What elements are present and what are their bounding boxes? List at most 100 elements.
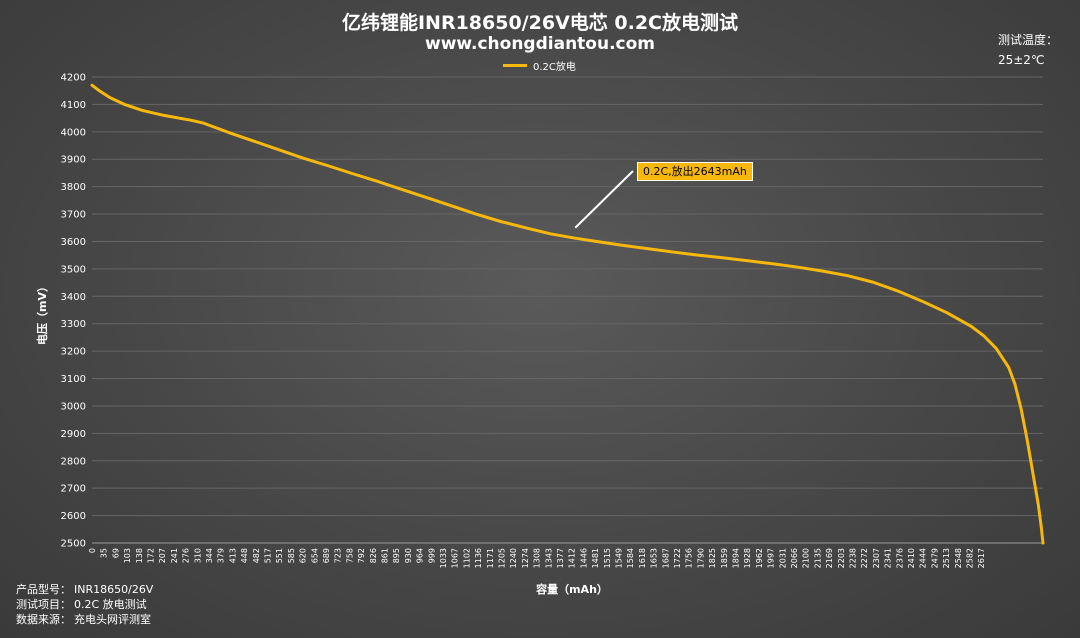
x-tick-label: 895 [392,548,401,563]
temperature-label: 测试温度： [997,33,1058,47]
y-tick-label: 2500 [61,539,86,550]
x-tick-label: 551 [275,548,284,563]
info-value: INR18650/26V [74,583,154,596]
x-tick-label: 2341 [884,548,893,568]
x-tick-label: 2376 [895,548,904,568]
test-info: 产品型号： INR18650/26V 测试项目： 0.2C 放电测试 数据来源： 充电… [16,582,153,627]
x-tick-label: 35 [100,548,109,558]
chart-subtitle: www.chongdiantou.com [424,34,656,54]
y-axis-label: 电压（mV） [35,281,49,345]
x-tick-label: 2272 [860,548,869,568]
info-key: 产品型号： [16,583,71,596]
x-tick-label: 1136 [474,548,483,568]
series-line-0.2C [90,83,1045,545]
x-tick-label: 103 [123,548,132,563]
chart-grid [92,76,1043,544]
x-tick-label: 861 [381,548,390,563]
info-key: 测试项目： [16,598,71,611]
x-tick-label: 1825 [708,548,717,568]
x-tick-label: 1412 [568,548,577,568]
x-tick-label: 1584 [626,548,635,568]
x-tick-label: 2203 [837,548,846,568]
x-tick-label: 1894 [732,548,741,568]
x-tick-label: 723 [334,548,343,563]
x-tick-label: 344 [205,548,214,563]
x-tick-label: 1549 [615,548,624,568]
x-tick-label: 2548 [954,548,963,568]
y-tick-label: 3300 [61,319,86,330]
x-tick-label: 1618 [638,548,647,568]
x-tick-label: 1653 [650,548,659,568]
x-tick-label: 310 [193,548,202,563]
x-tick-label: 2169 [825,548,834,568]
x-axis-label: 容量（mAh） [535,582,608,596]
y-tick-label: 4000 [61,127,86,138]
info-row-test: 测试项目： 0.2C 放电测试 [16,597,153,612]
x-tick-label: 413 [228,548,237,563]
x-tick-label: 1240 [509,548,518,568]
x-tick-label: 2513 [942,548,951,568]
x-tick-label: 930 [404,548,413,563]
x-tick-label: 1102 [462,548,471,568]
y-tick-label: 3900 [61,155,86,166]
y-tick-label: 4100 [61,100,86,111]
y-tick-label: 3000 [61,401,86,412]
y-tick-label: 4200 [61,73,86,84]
x-tick-label: 585 [287,548,296,563]
info-row-source: 数据来源： 充电头网评测室 [16,612,153,627]
y-tick-label: 3100 [61,374,86,385]
y-tick-label: 3500 [61,264,86,275]
x-tick-label: 758 [345,548,354,563]
x-tick-label: 2307 [872,548,881,568]
x-tick-label: 1928 [743,548,752,568]
x-tick-label: 2135 [813,548,822,568]
y-tick-label: 3800 [61,182,86,193]
x-tick-label: 517 [264,548,273,563]
x-tick-label: 1343 [544,548,553,568]
legend-swatch [503,64,527,67]
legend-label: 0.2C放电 [533,62,576,73]
x-tick-label: 2582 [966,548,975,568]
x-tick-label: 1067 [451,548,460,568]
chart-legend: 0.2C放电 [503,58,576,73]
x-tick-label: 1377 [556,548,565,568]
info-row-model: 产品型号： INR18650/26V [16,582,153,597]
annotation-leader-line [574,170,634,229]
info-key: 数据来源： [16,613,71,626]
x-tick-label: 172 [147,548,156,563]
annotation-label: 0.2C,放出2643mAh [637,162,753,181]
temperature-info: 测试温度： 25±2℃ [998,30,1058,70]
x-tick-label: 964 [416,548,425,563]
x-tick-label: 2066 [790,548,799,568]
x-tick-label: 1171 [486,548,495,568]
x-tick-label: 2444 [919,548,928,568]
x-tick-label: 482 [252,548,261,563]
x-tick-label: 1274 [521,548,530,568]
x-tick-label: 138 [135,548,144,563]
x-tick-label: 620 [299,548,308,563]
y-tick-label: 2900 [61,429,86,440]
x-tick-label: 1446 [579,548,588,568]
x-tick-label: 207 [158,548,167,563]
x-tick-label: 379 [217,548,226,563]
x-tick-label: 0 [88,548,97,553]
y-tick-labels: 2500 2600 2700 2800 2900 3000 3100 3200 3300 3400… [61,73,86,550]
x-tick-label: 689 [322,548,331,563]
y-tick-label: 3400 [61,292,86,303]
x-tick-label: 241 [170,548,179,563]
info-value: 0.2C 放电测试 [74,598,147,611]
x-tick-labels: 0 35 69 103 138 172 207 241 276 310 344 379 413 448 48… [88,548,986,568]
info-value: 充电头网评测室 [74,613,151,626]
x-tick-label: 1962 [755,548,764,568]
x-tick-label: 999 [427,548,436,563]
y-tick-label: 2800 [61,456,86,467]
x-tick-label: 1308 [533,548,542,568]
y-tick-label: 3200 [61,347,86,358]
x-tick-label: 2617 [977,548,986,568]
y-tick-label: 3700 [61,210,86,221]
x-tick-label: 1997 [767,548,776,568]
x-tick-label: 1859 [720,548,729,568]
y-tick-label: 3600 [61,237,86,248]
x-tick-label: 2479 [930,548,939,568]
